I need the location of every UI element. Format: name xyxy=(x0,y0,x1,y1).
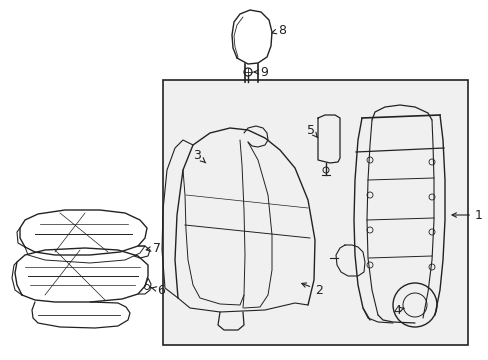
Text: 3: 3 xyxy=(193,149,205,163)
Text: 7: 7 xyxy=(146,242,161,255)
Text: 5: 5 xyxy=(306,123,317,138)
Text: 2: 2 xyxy=(301,283,322,297)
Text: 8: 8 xyxy=(271,23,285,36)
Bar xyxy=(163,80,467,345)
Text: 4: 4 xyxy=(392,303,403,316)
Text: 9: 9 xyxy=(253,66,267,78)
Text: 1: 1 xyxy=(451,208,482,221)
Text: 6: 6 xyxy=(151,284,164,297)
